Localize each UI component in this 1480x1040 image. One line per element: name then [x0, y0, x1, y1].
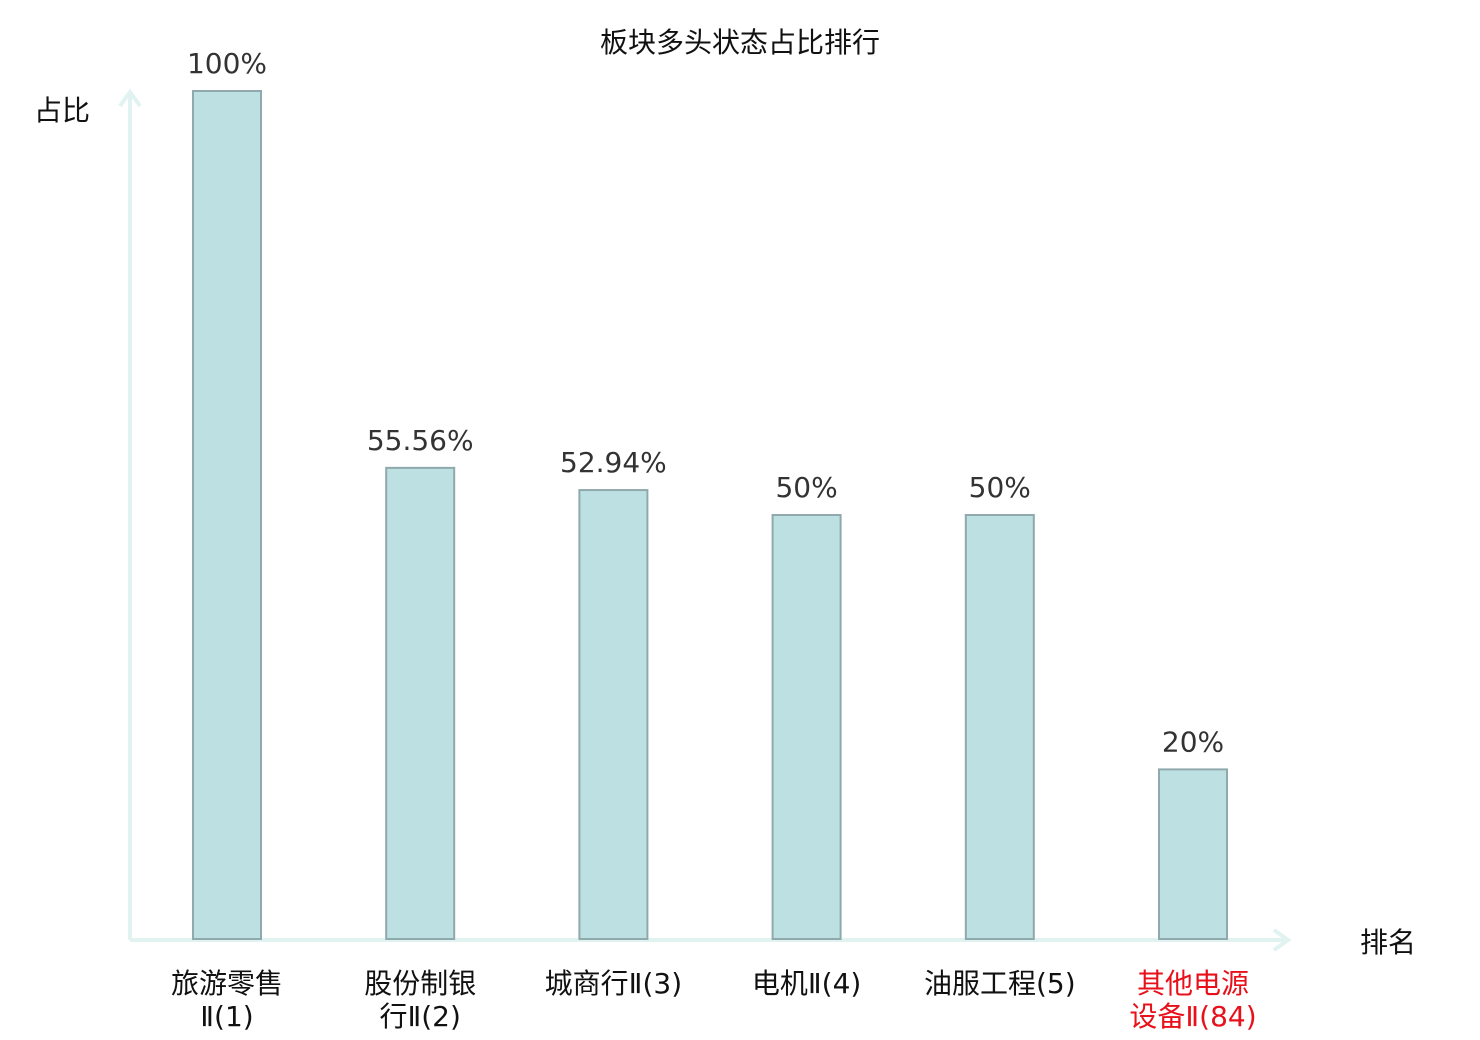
bar-6: [1158, 768, 1228, 941]
x-axis-arrow: [1272, 928, 1292, 952]
bar-3: [578, 489, 649, 940]
category-label-6-line-2: 设备Ⅱ(84): [1129, 1000, 1256, 1033]
bars-group: [192, 90, 1228, 941]
value-label-1: 100%: [187, 47, 267, 80]
category-label-6-line-1: 其他电源: [1137, 967, 1249, 1000]
value-labels-group: 100% 55.56% 52.94% 50% 50% 20%: [187, 47, 1224, 758]
chart-title: 板块多头状态占比排行: [600, 26, 880, 59]
x-axis-label: 排名: [1360, 926, 1416, 959]
category-label-2-line-1: 股份制银: [364, 967, 476, 1000]
category-label-5-line-1: 油服工程(5): [924, 967, 1076, 1000]
category-label-1-line-1: 旅游零售: [171, 967, 283, 1000]
category-label-3-line-1: 城商行Ⅱ(3): [545, 967, 682, 1000]
y-axis-label: 占比: [34, 94, 90, 127]
category-label-2-line-2: 行Ⅱ(2): [379, 1000, 460, 1033]
value-label-3: 52.94%: [560, 446, 667, 479]
bar-1: [192, 90, 262, 940]
value-label-6: 20%: [1162, 725, 1224, 758]
bar-5: [964, 514, 1035, 940]
bar-2: [385, 466, 456, 940]
value-label-2: 55.56%: [367, 424, 474, 457]
category-label-4-line-1: 电机Ⅱ(4): [752, 967, 861, 1000]
bar-4: [771, 514, 842, 940]
y-axis-arrow: [118, 88, 142, 108]
value-label-5: 50%: [969, 471, 1031, 504]
category-label-1-line-2: Ⅱ(1): [200, 1000, 253, 1033]
value-label-4: 50%: [775, 471, 837, 504]
